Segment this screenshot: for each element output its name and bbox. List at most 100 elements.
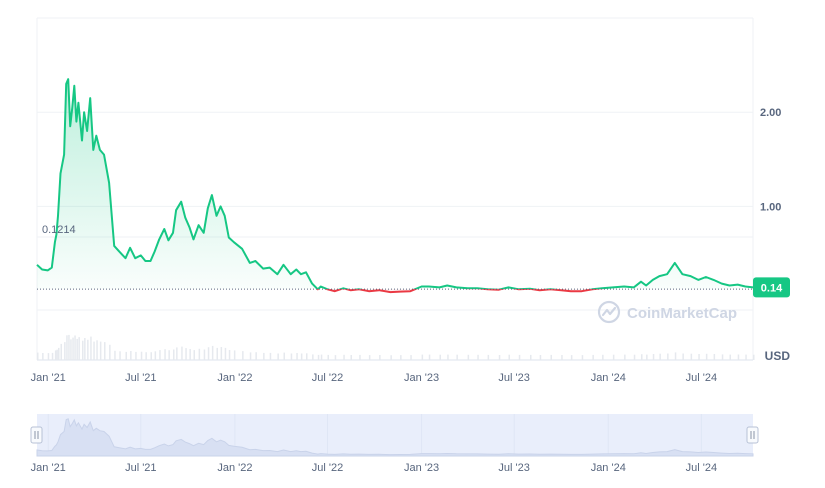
volume-bar [498,355,501,360]
volume-bar [150,352,152,360]
volume-bar [211,345,214,360]
volume-bar [570,355,573,360]
volume-bar [164,349,166,360]
volume-bar [698,354,700,360]
navigator-x-tick-label: Jul '24 [686,462,717,474]
volume-bar [70,339,72,361]
volume-bar [42,353,44,360]
x-tick-label: Jul '21 [125,372,156,384]
price-line [36,78,754,294]
volume-bar [263,352,265,360]
volume-bar [224,347,227,360]
volume-bar [135,351,137,360]
volume-bar [690,353,693,360]
volume-bar [659,353,661,360]
volume-bar [66,335,68,360]
volume-bar [90,336,92,360]
volume-bar [539,355,542,360]
volume-bar [745,354,747,360]
volume-bar [550,354,552,360]
volume-bar [561,355,563,360]
x-axis: Jan '21 Jul '21 Jan '22 Jul '22 Jan '23 Jul '… [31,372,717,384]
volume-bar [713,354,716,360]
volume-bar [487,354,490,360]
watermark: CoinMarketCap [597,300,737,324]
volume-bar [705,353,708,361]
volume-bar [477,354,479,360]
volume-bar [193,350,195,360]
volume-bars [37,334,755,361]
volume-bar [467,354,470,360]
volume-bar [592,354,594,360]
navigator-x-tick-label: Jul '21 [125,462,156,474]
y-tick-label: 2.00 [760,107,781,119]
volume-bar [168,350,170,360]
volume-bar [104,342,106,361]
price-line-above-baseline [36,78,754,290]
x-tick-label: Jul '23 [498,372,529,384]
coinmarketcap-logo-icon [597,300,621,324]
volume-bar [447,354,449,360]
volume-bar [78,337,80,360]
volume-bar [753,354,755,360]
volume-bar [145,352,147,360]
watermark-text: CoinMarketCap [627,305,737,322]
volume-bar [283,352,285,360]
navigator-area [36,418,754,457]
baseline-label: 0.1214 [42,224,76,236]
volume-bar [312,354,314,360]
volume-bar [530,354,532,360]
volume-bar [93,341,95,360]
x-tick-label: Jan '22 [217,372,252,384]
volume-bar [249,352,252,360]
volume-bar [421,354,424,360]
volume-bar [130,351,132,360]
volume-bar [729,354,731,360]
volume-bar [185,348,187,360]
volume-bar [518,354,521,360]
volume-bar [154,351,157,360]
volume-bar [220,347,223,360]
volume-bar [390,355,392,360]
volume-bar [87,339,89,360]
y-tick-label: 1.00 [760,201,781,213]
volume-bar [602,354,604,360]
volume-bar [296,353,298,360]
volume-bar [359,354,361,360]
volume-bar [667,353,669,360]
volume-bar [277,353,279,360]
current-price-label: 0.14 [761,282,783,294]
navigator-x-tick-label: Jul '22 [312,462,343,474]
current-price-badge: 0.14 [753,277,790,298]
volume-bar [99,341,102,360]
volume-bar [74,335,76,360]
volume-bar [207,347,210,360]
volume-bar [721,354,724,360]
x-tick-label: Jan '23 [404,372,439,384]
volume-bar [624,354,626,360]
volume-bar [60,343,62,360]
volume-bar [269,352,272,361]
volume-bar [72,337,74,360]
volume-bar [173,349,175,360]
volume-bar [612,354,615,360]
volume-bar [652,354,655,360]
volume-bar [242,351,244,360]
navigator-handle-right[interactable] [746,426,759,444]
volume-bar [320,354,323,360]
volume-bar [84,338,86,360]
volume-bar [181,346,183,361]
x-tick-label: Jan '21 [31,372,66,384]
range-navigator[interactable] [30,414,759,457]
price-area-fill [37,79,753,290]
navigator-handle-left[interactable] [30,426,43,444]
volume-bar [456,354,458,360]
volume-bar [109,344,111,361]
volume-bar [189,349,191,360]
volume-bar [317,354,320,360]
volume-bar [56,349,58,360]
volume-bar [400,355,402,360]
volume-bar [368,355,371,360]
volume-bar [125,351,127,360]
